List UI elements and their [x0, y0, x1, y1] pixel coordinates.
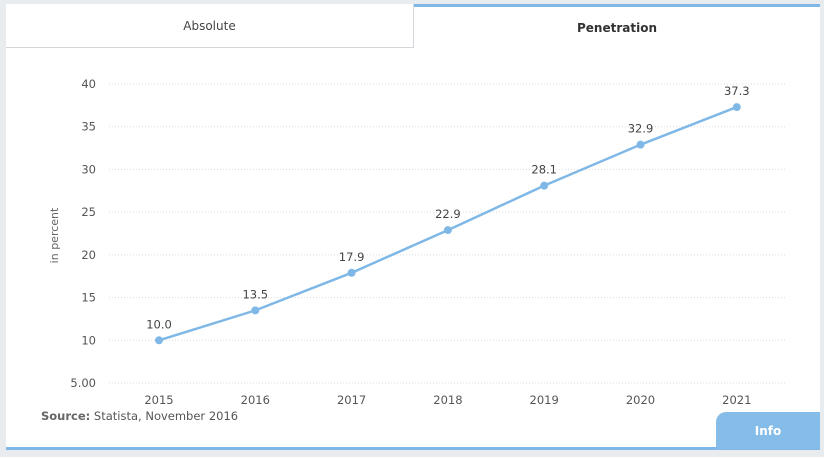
y-axis-label: in percent	[48, 207, 61, 263]
data-label: 10.0	[146, 317, 172, 331]
y-axis-ticks: 5.00 10 15 20 25 30 35 40	[70, 77, 96, 390]
x-axis-ticks: 2015 2016 2017 2018 2019 2020 2021	[144, 393, 751, 407]
y-tick-label: 15	[81, 291, 96, 305]
info-button[interactable]: Info	[716, 412, 820, 449]
x-tick-label: 2020	[626, 393, 655, 407]
data-point	[155, 336, 163, 345]
source-label: Source:	[41, 409, 91, 423]
x-tick-label: 2021	[722, 393, 751, 407]
y-tick-label: 5.00	[70, 376, 96, 390]
data-point	[347, 268, 356, 277]
series-layer: 10.0 13.5 17.9 22.9 28.1 32.9 37.3	[146, 84, 750, 345]
data-label: 13.5	[242, 287, 268, 301]
source-text: Statista, November 2016	[93, 409, 239, 423]
x-tick-label: 2017	[337, 393, 366, 407]
data-label: 22.9	[435, 207, 461, 221]
y-tick-label: 30	[81, 162, 96, 176]
y-tick-label: 10	[81, 333, 96, 347]
x-tick-label: 2015	[144, 393, 173, 407]
data-label: 32.9	[628, 122, 654, 136]
y-tick-label: 35	[81, 120, 96, 134]
data-point	[251, 306, 260, 315]
data-label: 28.1	[531, 163, 557, 177]
data-point	[540, 181, 549, 190]
data-point	[636, 140, 645, 149]
y-tick-label: 25	[81, 205, 96, 219]
data-point	[443, 226, 452, 235]
y-tick-label: 20	[81, 248, 96, 262]
data-label: 17.9	[339, 250, 365, 264]
chart-card: Absolute Penetration	[6, 4, 820, 450]
source-note: Source: Statista, November 2016	[41, 409, 238, 423]
data-label: 37.3	[724, 84, 750, 98]
tab-penetration[interactable]: Penetration	[414, 4, 820, 48]
x-tick-label: 2016	[241, 393, 270, 407]
y-tick-label: 40	[81, 77, 96, 91]
x-tick-label: 2019	[530, 393, 559, 407]
data-point	[732, 103, 741, 112]
series-line	[158, 105, 738, 342]
tab-absolute[interactable]: Absolute	[6, 4, 414, 48]
x-tick-label: 2018	[433, 393, 462, 407]
